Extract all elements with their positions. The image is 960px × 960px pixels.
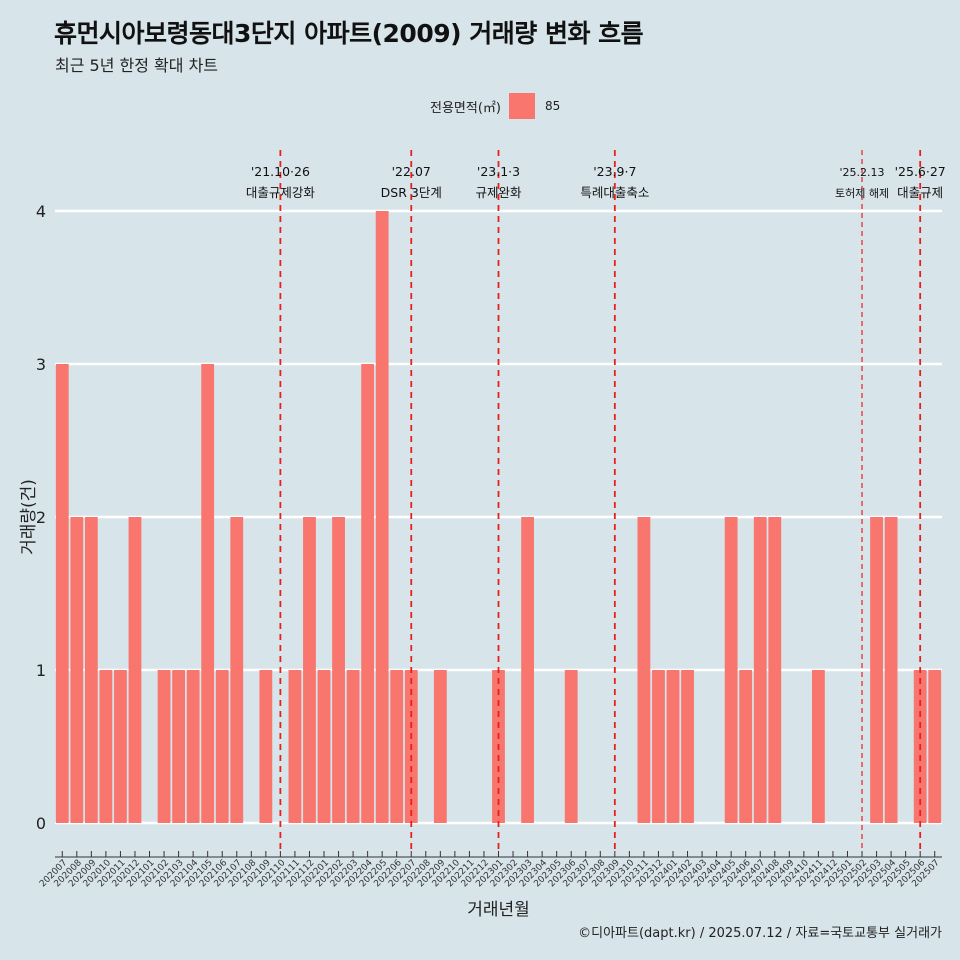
bar: [114, 670, 127, 823]
legend: 전용면적(㎡) 85: [430, 93, 560, 119]
y-tick-label: 4: [36, 202, 46, 221]
chart-title: 휴먼시아보령동대3단지 아파트(2009) 거래량 변화 흐름: [54, 19, 644, 48]
event-date: '22.07: [392, 164, 431, 179]
bar: [317, 670, 331, 823]
event-label: 토허제 해제: [835, 186, 889, 200]
y-axis-title: 거래량(건): [19, 479, 39, 555]
bar: [346, 670, 360, 823]
bar: [739, 670, 753, 823]
source-caption: ©디아파트(dapt.kr) / 2025.07.12 / 자료=국토교통부 실…: [578, 926, 942, 941]
bar: [361, 364, 375, 823]
bar: [681, 670, 694, 823]
y-tick-label: 0: [36, 814, 46, 833]
bar: [637, 517, 651, 823]
bar: [55, 364, 69, 823]
bar: [870, 517, 883, 823]
event-date: '25.6·27: [895, 164, 946, 179]
y-tick-label: 3: [36, 355, 46, 374]
bar: [201, 364, 215, 823]
event-date: '25.2.13: [840, 166, 885, 179]
legend-entry: 85: [544, 99, 561, 113]
bar: [884, 517, 898, 823]
event-date: '23.9·7: [593, 164, 636, 179]
bar: [564, 670, 578, 823]
bar: [288, 670, 302, 823]
bar: [375, 211, 389, 823]
event-label: 대출규제강화: [246, 185, 316, 200]
bar: [666, 670, 680, 823]
bar: [433, 670, 447, 823]
bar: [768, 517, 782, 823]
bar: [753, 517, 767, 823]
bar: [99, 670, 113, 823]
bar: [157, 670, 171, 823]
legend-title: 전용면적(㎡): [430, 100, 501, 116]
bar: [186, 670, 200, 823]
y-tick-label: 1: [36, 661, 46, 680]
bar: [259, 670, 273, 823]
event-label: 대출규제: [897, 185, 943, 200]
bar: [172, 670, 185, 823]
bar: [812, 670, 825, 823]
bar: [84, 517, 98, 823]
event-date: '23.1·3: [477, 164, 520, 179]
bar: [521, 517, 534, 823]
event-label: 규제완화: [475, 185, 522, 200]
event-label: DSR 3단계: [381, 185, 442, 200]
bar: [724, 517, 738, 823]
bar: [230, 517, 244, 823]
bar: [652, 670, 665, 823]
bar: [215, 670, 229, 823]
bar: [390, 670, 404, 823]
x-axis-title: 거래년월: [467, 900, 530, 920]
event-label: 특례대출축소: [580, 185, 649, 200]
bar: [128, 517, 142, 823]
event-date: '21.10·26: [251, 164, 310, 179]
bar: [70, 517, 84, 823]
bar: [332, 517, 345, 823]
legend-swatch: [508, 93, 535, 119]
bar: [928, 670, 942, 823]
bar: [303, 517, 316, 823]
chart-subtitle: 최근 5년 한정 확대 차트: [55, 56, 219, 75]
y-tick-label: 2: [36, 508, 46, 527]
